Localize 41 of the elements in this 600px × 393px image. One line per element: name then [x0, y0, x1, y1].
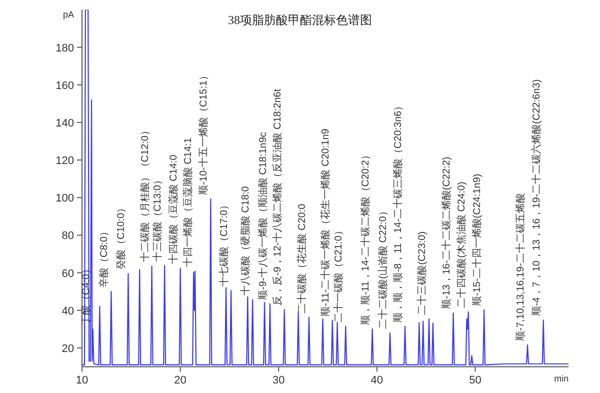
annotation: 顺-11-二十碳一烯酸（花生一烯酸 C20:1n9	[319, 128, 332, 316]
x-axis-title: min	[554, 374, 569, 384]
annotation: 顺-7,10,13,16,19-二十二碳五烯酸	[514, 193, 526, 341]
annotation: 癸酸（C10:0）	[115, 202, 128, 270]
chart-title: 38项脂肪酸甲酯混标色谱图	[228, 13, 372, 27]
x-tick-label: 40	[370, 374, 384, 387]
annotation: 二十碳酸（花生酸 C20:0	[296, 203, 308, 314]
annotation: 十四碳酸（豆蔻酸 C14:0	[167, 154, 180, 264]
annotation: 二十二碳酸(山嵛酸 C22:0）	[377, 206, 389, 329]
x-tick-label: 50	[469, 374, 482, 387]
annotation: 二十四碳酸(木焦油酸 C24:0)	[455, 182, 468, 308]
annotation: 二十三碳酸(C23:0)	[416, 231, 428, 315]
y-tick-label: 160	[56, 80, 74, 92]
annotation: 顺，顺-11，14-二十碳二烯酸（C20:2）	[359, 150, 372, 325]
x-tick-label: 30	[272, 374, 285, 387]
x-tick-label: 20	[174, 374, 186, 387]
annotation: 反，反-9，12-十八碳二烯酸（反亚油酸 C18:2n6t	[271, 88, 284, 306]
y-tick-label: 60	[62, 268, 74, 280]
x-tick-label: 10	[76, 374, 88, 387]
annotation: 十八碳酸（硬脂酸 C18:0	[240, 186, 252, 296]
annotation: 辛酸（C8:0）	[98, 226, 110, 288]
annotation: 顺-15-二十四一烯酸(C24:1n9)	[471, 174, 484, 306]
annotation: 十二碳酸（月桂酸）（C12:0）	[138, 126, 151, 262]
y-tick-label: 120	[56, 155, 74, 168]
annotation: 十七碳酸（C17:0）	[218, 200, 230, 287]
annotation: 十四一烯酸（豆蔻脑酸 C14:1	[182, 137, 194, 268]
annotation: 十三碳酸（C13:0）	[152, 174, 164, 262]
annotation: 顺-10-十五一烯酸（C15:1）	[198, 70, 210, 195]
y-tick-label: 80	[62, 230, 74, 242]
annotation: 丁酸（C4:0）	[80, 264, 92, 326]
annotation: 顺-4，7，10，13，16，19-二十二碳六烯酸(C22:6n3)	[530, 79, 542, 316]
annotation: 顺，顺，顺-8，11，14-二十碳三烯酸（C20:3n6）	[392, 100, 404, 322]
y-tick-label: 20	[62, 342, 74, 355]
y-tick-label: 180	[56, 42, 74, 54]
annotation: 二十一碳酸（C21:0）	[332, 226, 345, 322]
annotation: 顺-9-十八碳一烯酸（顺油酸 C18:1n9c	[257, 132, 269, 300]
y-tick-label: 140	[56, 117, 74, 130]
annotation: 顺-13，16-二十二碳二烯酸(C22:2)	[440, 156, 452, 309]
y-tick-label: 100	[56, 192, 74, 205]
y-tick-label: 40	[62, 305, 74, 318]
y-axis-title: pA	[62, 10, 74, 20]
